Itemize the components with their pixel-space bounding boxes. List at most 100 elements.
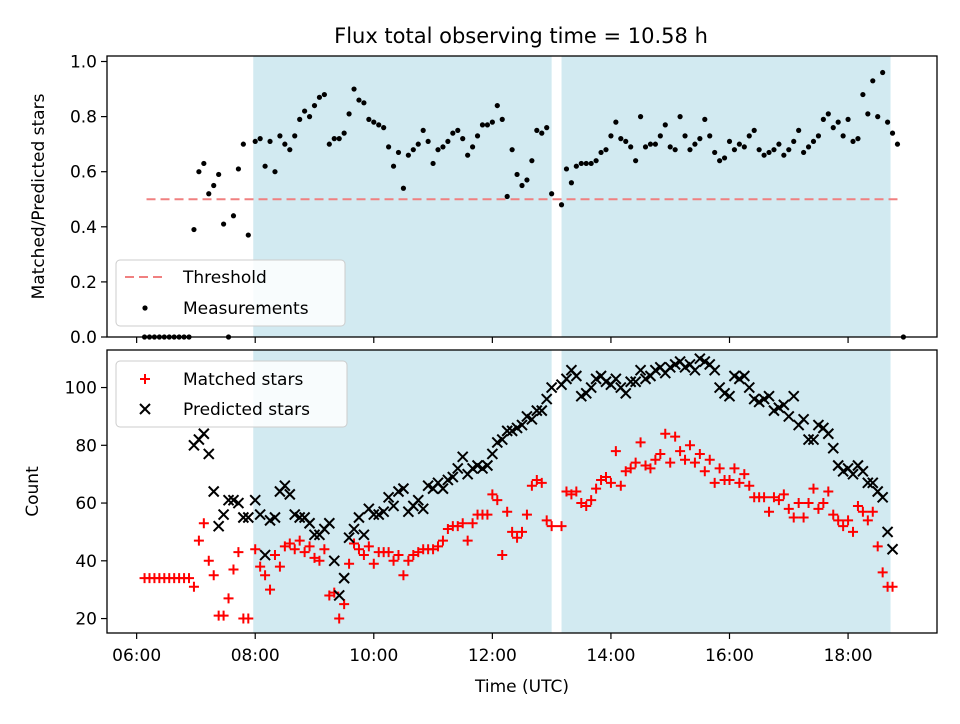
measurement-point bbox=[702, 116, 708, 122]
measurement-point bbox=[405, 152, 411, 158]
matched-point bbox=[689, 457, 700, 468]
measurement-point bbox=[529, 158, 535, 164]
matched-point bbox=[675, 446, 686, 457]
matched-point bbox=[838, 521, 849, 532]
measurement-point bbox=[623, 138, 629, 145]
matched-point bbox=[208, 570, 219, 581]
measurement-point bbox=[381, 125, 387, 131]
measurement-point bbox=[558, 202, 565, 208]
x-tick-label: 06:00 bbox=[112, 646, 161, 666]
matched-point bbox=[437, 535, 448, 546]
measurement-point bbox=[652, 141, 658, 147]
axes-frame bbox=[106, 55, 938, 338]
predicted-point bbox=[203, 448, 215, 460]
measurement-point bbox=[390, 163, 397, 169]
measurement-point bbox=[445, 138, 451, 145]
matched-point bbox=[512, 532, 523, 543]
matched-point bbox=[255, 561, 266, 572]
measurement-point bbox=[573, 163, 579, 169]
measurement-point bbox=[346, 111, 352, 117]
measurement-point bbox=[603, 147, 609, 153]
measurement-point bbox=[425, 138, 431, 145]
matched-point bbox=[833, 515, 844, 526]
matched-point bbox=[764, 506, 775, 517]
matched-point bbox=[265, 584, 276, 595]
matched-point bbox=[363, 541, 374, 552]
measurement-point bbox=[479, 122, 486, 128]
measurement-point bbox=[657, 133, 663, 139]
predicted-point bbox=[259, 549, 271, 561]
predicted-point bbox=[536, 404, 548, 417]
predicted-point bbox=[689, 364, 701, 376]
measurement-point bbox=[356, 97, 362, 103]
predicted-point bbox=[570, 370, 583, 382]
predicted-point bbox=[358, 529, 370, 541]
predicted-point bbox=[620, 387, 632, 400]
measurement-point bbox=[252, 138, 258, 145]
predicted-point bbox=[368, 508, 380, 521]
measurement-point bbox=[201, 160, 207, 167]
measurement-point bbox=[801, 149, 807, 156]
matched-point bbox=[625, 463, 636, 474]
measurement-point bbox=[376, 122, 382, 128]
matched-point bbox=[541, 515, 552, 526]
predicted-point bbox=[382, 491, 395, 503]
measurement-point bbox=[474, 133, 481, 139]
y-axis-label: Matched/Predicted stars bbox=[29, 93, 49, 299]
measurement-point bbox=[692, 141, 698, 147]
matched-point bbox=[517, 526, 527, 537]
measurement-point bbox=[240, 141, 246, 147]
matched-point bbox=[773, 495, 784, 506]
predicted-point bbox=[723, 390, 736, 402]
top-panel: 0.0 0.2 0.4 0.6 0.8 1.0 Matched/Predicted star… bbox=[29, 53, 938, 348]
matched-point bbox=[284, 538, 295, 549]
measurement-point bbox=[781, 152, 787, 158]
measurement-point bbox=[687, 147, 693, 153]
matched-point bbox=[793, 498, 804, 509]
measurement-point bbox=[628, 144, 634, 150]
predicted-point bbox=[516, 419, 528, 431]
matched-point bbox=[193, 535, 204, 546]
matched-point bbox=[759, 492, 770, 503]
predicted-point bbox=[610, 373, 622, 385]
predicted-point bbox=[496, 433, 508, 446]
measurement-point bbox=[845, 116, 851, 122]
legend-measurements-swatch bbox=[142, 305, 148, 311]
predicted-point bbox=[208, 485, 220, 498]
predicted-point bbox=[242, 511, 255, 524]
measurement-point bbox=[302, 108, 308, 114]
matched-point bbox=[497, 550, 508, 561]
measurement-point bbox=[697, 136, 703, 142]
measurement-point bbox=[331, 136, 337, 142]
matched-point bbox=[867, 506, 878, 517]
matched-point bbox=[487, 489, 498, 500]
matched-point bbox=[368, 558, 379, 569]
measurement-point bbox=[578, 160, 584, 167]
matched-point bbox=[344, 558, 355, 569]
matched-point bbox=[877, 567, 888, 578]
matched-point bbox=[198, 518, 209, 529]
x-axis-label: Time (UTC) bbox=[474, 677, 569, 697]
matched-point bbox=[571, 486, 582, 497]
measurement-point bbox=[267, 138, 273, 145]
predicted-point bbox=[254, 508, 266, 521]
measurement-point bbox=[514, 171, 520, 178]
predicted-point bbox=[778, 399, 790, 411]
predicted-point bbox=[437, 482, 449, 495]
x-tick-label: 14:00 bbox=[586, 646, 635, 666]
measurement-point bbox=[894, 141, 901, 147]
matched-point bbox=[233, 547, 244, 558]
measurement-point bbox=[395, 149, 402, 156]
measurement-point bbox=[282, 141, 288, 147]
measurement-point bbox=[465, 152, 471, 158]
predicted-point bbox=[876, 491, 889, 503]
matched-point bbox=[482, 509, 493, 520]
predicted-point bbox=[452, 462, 464, 475]
matched-point bbox=[610, 446, 621, 457]
matched-point bbox=[704, 454, 715, 465]
x-tick-label: 16:00 bbox=[705, 646, 754, 666]
matched-point bbox=[862, 515, 873, 526]
legend-predicted-swatch bbox=[139, 403, 151, 415]
predicted-point bbox=[862, 477, 874, 489]
